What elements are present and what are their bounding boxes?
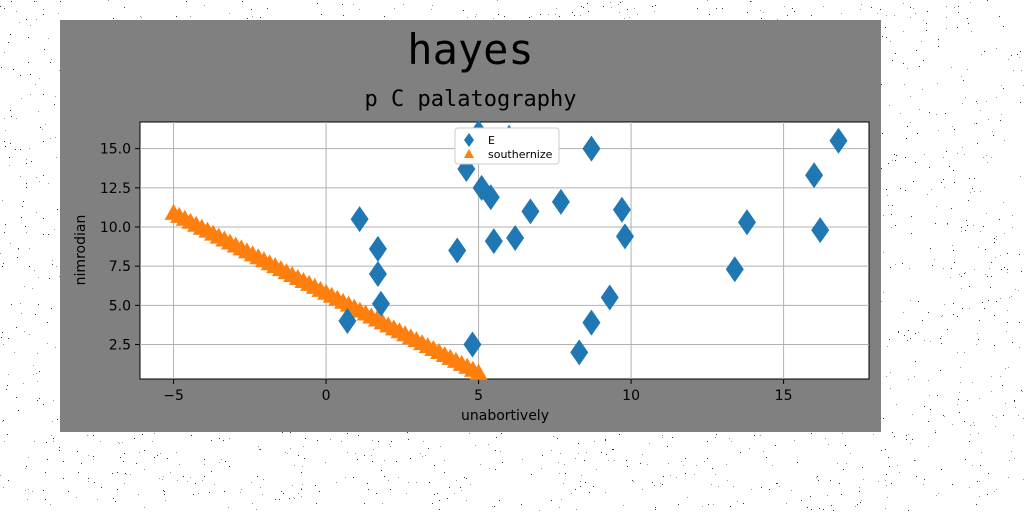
- x-axis-ticks: −5 0 5 10 15: [163, 379, 793, 404]
- data-point-e: [570, 339, 589, 366]
- x-tick-label: 0: [322, 388, 331, 404]
- data-point-e: [338, 308, 357, 335]
- legend: E southernize: [454, 127, 560, 165]
- data-point-e: [368, 261, 387, 288]
- y-tick-label: 15.0: [100, 142, 131, 158]
- data-point-southernize: [469, 363, 488, 380]
- legend-label-southernize: southernize: [488, 148, 553, 161]
- data-point-e: [371, 290, 390, 317]
- data-point-e: [484, 228, 503, 255]
- data-point-e: [612, 196, 631, 223]
- y-tick-label: 12.5: [100, 181, 131, 197]
- data-point-e: [725, 256, 744, 283]
- y-axis-ticks: 2.5 5.0 7.5 10.0 12.5 15.0: [100, 142, 140, 354]
- x-axis-label: unabortively: [461, 408, 549, 424]
- chart-subtitle: p C palatography: [364, 87, 577, 112]
- data-point-e: [463, 331, 482, 358]
- chart-title: hayes: [407, 25, 534, 74]
- y-axis-label: nimrodian: [73, 215, 89, 286]
- data-point-e: [811, 217, 830, 244]
- legend-marker-southernize: [464, 149, 474, 158]
- x-tick-label: −5: [163, 388, 184, 404]
- data-point-e: [582, 309, 601, 336]
- y-tick-label: 7.5: [109, 259, 131, 275]
- data-point-e: [521, 198, 540, 225]
- data-point-e: [350, 206, 369, 233]
- data-point-e: [615, 223, 634, 250]
- y-tick-label: 10.0: [100, 220, 131, 236]
- plot-area: [139, 121, 870, 380]
- y-tick-label: 5.0: [109, 298, 131, 314]
- legend-marker-e: [464, 133, 474, 147]
- legend-box: [454, 127, 560, 165]
- data-point-e: [600, 284, 619, 311]
- data-point-e: [737, 209, 756, 236]
- chart-figure: hayes p C palatography −5 0 5 10 15 2.5 5.0 7.…: [60, 20, 881, 432]
- legend-label-e: E: [488, 134, 495, 147]
- data-point-e: [448, 237, 467, 264]
- y-tick-label: 2.5: [109, 338, 131, 354]
- data-point-e: [481, 184, 500, 211]
- x-tick-label: 15: [775, 388, 793, 404]
- x-tick-label: 10: [622, 388, 640, 404]
- data-point-e: [805, 162, 824, 189]
- data-point-e: [582, 135, 601, 162]
- data-point-e: [368, 235, 387, 262]
- data-point-e: [506, 224, 525, 251]
- data-point-e: [551, 188, 570, 215]
- x-tick-label: 5: [474, 388, 483, 404]
- scatter-plot: −5 0 5 10 15 2.5 5.0 7.5 10.0 12.5 15.0 unabortiv…: [73, 119, 870, 424]
